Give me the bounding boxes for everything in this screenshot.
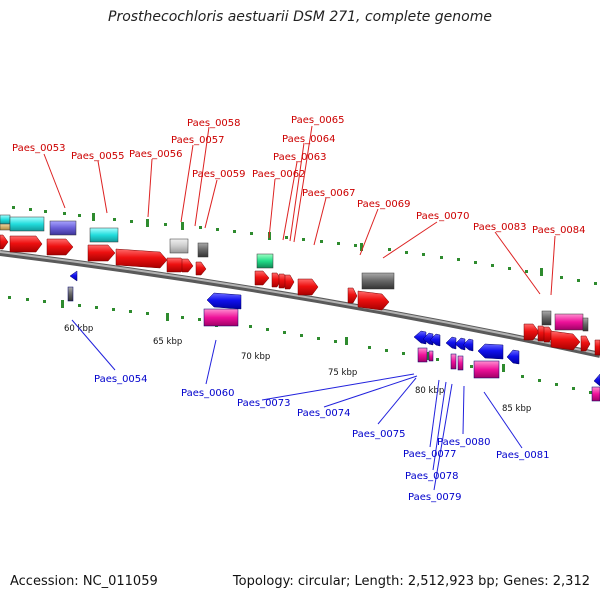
gene-label-paes-0056[interactable]: Paes_0056 bbox=[129, 149, 183, 160]
gene-label-paes-0063[interactable]: Paes_0063 bbox=[273, 152, 327, 163]
gene-label-paes-0062[interactable]: Paes_0062 bbox=[252, 169, 306, 180]
topology-label: Topology: circular; Length: 2,512,923 bp… bbox=[232, 574, 590, 589]
scale-label-80: 80 kbp bbox=[415, 386, 444, 396]
gene-label-paes-0055[interactable]: Paes_0055 bbox=[71, 151, 125, 162]
scale-label-70: 70 kbp bbox=[241, 352, 270, 362]
gene-label-paes-0069[interactable]: Paes_0069 bbox=[357, 199, 411, 210]
gene-label-paes-0054[interactable]: Paes_0054 bbox=[94, 374, 148, 385]
gene-label-paes-0065[interactable]: Paes_0065 bbox=[291, 115, 345, 126]
gene-label-paes-0084[interactable]: Paes_0084 bbox=[532, 225, 586, 236]
gene-label-paes-0060[interactable]: Paes_0060 bbox=[181, 388, 235, 399]
genome-title: Prosthecochloris aestuarii DSM 271, comp… bbox=[108, 9, 492, 25]
forward-genes bbox=[0, 234, 600, 356]
scale-label-75: 75 kbp bbox=[328, 368, 357, 378]
gene-label-paes-0083[interactable]: Paes_0083 bbox=[473, 222, 527, 233]
reverse-genes bbox=[67, 270, 600, 402]
scale-label-60: 60 kbp bbox=[64, 324, 93, 334]
gene-label-paes-0080[interactable]: Paes_0080 bbox=[437, 437, 491, 448]
gene-label-paes-0057[interactable]: Paes_0057 bbox=[171, 135, 225, 146]
gene-label-paes-0053[interactable]: Paes_0053 bbox=[12, 143, 66, 154]
forward-labels: Paes_0053 Paes_0055 Paes_0056 Paes_0057 … bbox=[12, 115, 586, 236]
scale-label-65: 65 kbp bbox=[153, 337, 182, 347]
gene-label-paes-0075[interactable]: Paes_0075 bbox=[352, 429, 406, 440]
gene-label-paes-0059[interactable]: Paes_0059 bbox=[192, 169, 246, 180]
upper-feature-row bbox=[0, 214, 589, 332]
gene-label-paes-0067[interactable]: Paes_0067 bbox=[302, 188, 356, 199]
forward-leader-lines bbox=[43, 125, 556, 296]
scale-labels: 60 kbp 65 kbp 70 kbp 75 kbp 80 kbp 85 kb… bbox=[64, 324, 531, 414]
reverse-leader-lines bbox=[71, 319, 523, 491]
gene-label-paes-0073[interactable]: Paes_0073 bbox=[237, 398, 291, 409]
gene-label-paes-0064[interactable]: Paes_0064 bbox=[282, 134, 336, 145]
scale-label-85: 85 kbp bbox=[502, 404, 531, 414]
reverse-labels: Paes_0054 Paes_0060 Paes_0073 Paes_0074 … bbox=[94, 374, 550, 503]
accession-label: Accession: NC_011059 bbox=[10, 574, 158, 589]
gene-label-paes-0074[interactable]: Paes_0074 bbox=[297, 408, 351, 419]
gene-label-paes-0081[interactable]: Paes_0081 bbox=[496, 450, 550, 461]
upper-tick-track bbox=[12, 206, 597, 285]
gene-label-paes-0077[interactable]: Paes_0077 bbox=[403, 449, 457, 460]
gene-label-paes-0070[interactable]: Paes_0070 bbox=[416, 211, 470, 222]
gene-label-paes-0078[interactable]: Paes_0078 bbox=[405, 471, 459, 482]
gene-label-paes-0079[interactable]: Paes_0079 bbox=[408, 492, 462, 503]
gene-label-paes-0058[interactable]: Paes_0058 bbox=[187, 118, 241, 129]
genome-backbone-highlight bbox=[0, 251, 600, 355]
